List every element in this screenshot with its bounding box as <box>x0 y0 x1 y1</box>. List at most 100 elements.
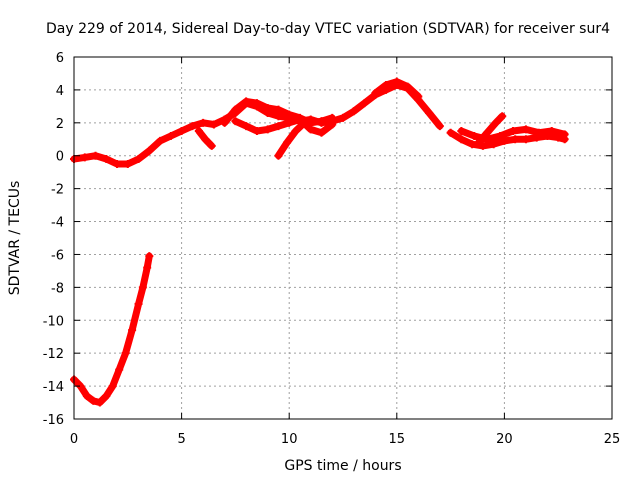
x-tick-label: 5 <box>177 432 185 447</box>
data-point <box>349 107 358 116</box>
data-point <box>177 127 186 136</box>
data-point <box>511 135 520 144</box>
x-tick-label: 20 <box>496 432 513 447</box>
y-tick-label: -2 <box>51 183 64 198</box>
series-band <box>70 81 444 168</box>
series-band <box>70 252 153 406</box>
data-point <box>199 118 208 127</box>
data-point <box>382 80 391 89</box>
data-point <box>242 122 251 131</box>
data-point <box>478 141 487 150</box>
data-point <box>166 131 175 140</box>
data-point <box>285 110 294 119</box>
data-point <box>242 97 251 106</box>
series-band <box>231 116 336 137</box>
y-tick-label: -4 <box>51 216 64 231</box>
data-point <box>457 135 466 144</box>
series-late-spike <box>474 112 507 147</box>
data-point <box>317 128 326 137</box>
data-point <box>291 127 300 136</box>
y-tick-label: -8 <box>51 281 64 296</box>
data-point <box>300 118 309 127</box>
data-point <box>468 140 477 149</box>
x-ticks: 0 5 10 15 20 25 <box>70 57 620 447</box>
y-tick-label: -10 <box>43 314 64 329</box>
data-point <box>80 153 89 162</box>
data-point <box>457 127 466 136</box>
data-point <box>108 382 117 391</box>
data-point <box>425 108 434 117</box>
data-point <box>220 118 229 127</box>
series-lower-arc <box>231 115 337 137</box>
series-band <box>475 112 506 147</box>
data-point <box>285 118 294 127</box>
data-point <box>207 141 216 150</box>
x-tick-label: 0 <box>70 432 78 447</box>
data-point <box>496 131 505 140</box>
data-point <box>102 391 111 400</box>
data-point <box>317 117 326 126</box>
x-tick-label: 25 <box>604 432 621 447</box>
data-point <box>360 99 369 108</box>
data-point <box>128 326 137 335</box>
data-point <box>194 127 203 136</box>
data-point <box>252 127 261 136</box>
y-tick-label: 6 <box>56 51 64 66</box>
data-point <box>123 159 132 168</box>
x-tick-label: 15 <box>389 432 406 447</box>
data-point <box>489 140 498 149</box>
data-point <box>509 127 518 136</box>
data-point <box>371 89 380 98</box>
chart-title: Day 229 of 2014, Sidereal Day-to-day VTE… <box>46 21 610 37</box>
y-tick-label: -16 <box>43 413 64 428</box>
data-point <box>521 135 530 144</box>
series-upper-arc <box>220 97 337 127</box>
y-tick-label: -14 <box>43 380 64 395</box>
data-point <box>474 138 483 147</box>
data-point <box>483 128 492 137</box>
data-point <box>145 146 154 155</box>
data-point <box>403 82 412 91</box>
y-axis-label: SDTVAR / TECUs <box>7 181 23 296</box>
data-point <box>91 151 100 160</box>
data-point <box>113 159 122 168</box>
data-point <box>115 365 124 374</box>
data-point <box>283 138 292 147</box>
data-point <box>143 263 152 272</box>
data-point <box>188 122 197 131</box>
series-lower-curve <box>70 252 154 407</box>
data-point <box>339 113 347 122</box>
y-ticks: 6 4 2 0 -2 -4 -6 -8 -10 -12 -14 -16 <box>43 51 612 428</box>
data-point <box>500 136 509 145</box>
data-point <box>263 125 272 134</box>
data-point <box>306 125 315 134</box>
data-point <box>252 99 261 108</box>
data-point <box>498 112 507 121</box>
data-point <box>134 155 143 164</box>
series-main-band <box>70 80 444 168</box>
data-point <box>491 118 500 127</box>
data-point <box>274 151 283 160</box>
series-band <box>274 119 308 160</box>
grid-lines <box>74 57 612 419</box>
data-point <box>547 127 556 136</box>
data-point <box>145 252 154 261</box>
data-point <box>470 131 479 140</box>
x-axis-label: GPS time / hours <box>284 458 401 474</box>
data-point <box>82 391 91 400</box>
data-point <box>263 104 272 113</box>
data-point <box>328 120 337 129</box>
data-point <box>138 283 147 292</box>
data-point <box>201 135 210 144</box>
data-point <box>414 92 423 101</box>
y-tick-label: 4 <box>56 84 64 99</box>
data-point <box>95 398 104 407</box>
data-point <box>534 128 543 137</box>
data-point <box>521 125 530 134</box>
y-tick-label: -12 <box>43 347 64 362</box>
data-point <box>134 299 143 308</box>
y-tick-label: 2 <box>56 117 64 132</box>
plot-frame <box>73 56 613 420</box>
data-point <box>274 105 283 114</box>
